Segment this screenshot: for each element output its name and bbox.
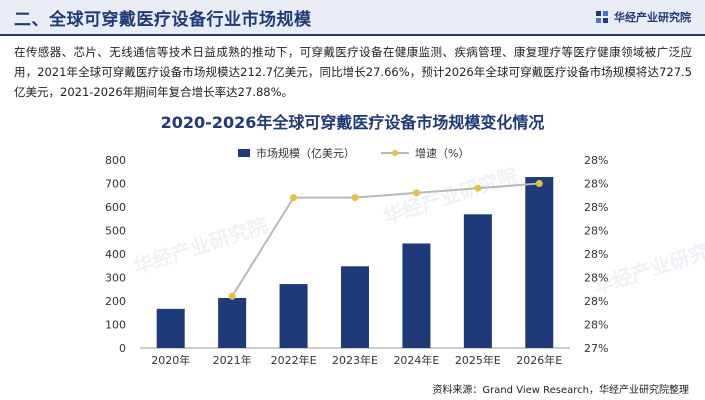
brand-logo: 华经产业研究院 bbox=[596, 9, 691, 25]
y-right-tick-label: 28% bbox=[584, 248, 608, 261]
y-left-tick-label: 700 bbox=[105, 178, 126, 191]
x-tick-label: 2020年 bbox=[151, 353, 190, 367]
intro-paragraph: 在传感器、芯片、无线通信等技术日益成熟的推动下，可穿戴医疗设备在健康监测、疾病管… bbox=[14, 45, 692, 99]
y-right-tick-label: 28% bbox=[584, 154, 608, 167]
bar-2022年E bbox=[279, 284, 308, 348]
bar-2023年E bbox=[341, 266, 369, 348]
legend-item-bar: 市场规模（亿美元） bbox=[238, 145, 355, 161]
bar-2021年 bbox=[218, 298, 247, 348]
legend-line-label: 增速（%） bbox=[415, 147, 470, 160]
y-right-tick-label: 28% bbox=[584, 272, 608, 285]
bar-2020年 bbox=[156, 308, 185, 348]
bar-2024年E bbox=[402, 243, 431, 348]
y-right-tick-label: 28% bbox=[584, 319, 608, 332]
legend-bar-swatch bbox=[238, 149, 250, 157]
x-tick-label: 2024年E bbox=[393, 353, 439, 367]
y-left-tick-label: 800 bbox=[105, 154, 126, 167]
legend-bar-label: 市场规模（亿美元） bbox=[256, 147, 355, 160]
y-left-tick-label: 200 bbox=[105, 295, 126, 308]
x-tick-label: 2025年E bbox=[455, 353, 501, 367]
chart-title: 2020-2026年全球可穿戴医疗设备市场规模变化情况 bbox=[160, 113, 545, 132]
chart-legend: 市场规模（亿美元） 增速（%） bbox=[238, 145, 469, 161]
bar-2025年E bbox=[463, 214, 492, 348]
growth-rate-point bbox=[474, 184, 482, 192]
y-left-tick-label: 400 bbox=[105, 248, 126, 261]
source-note: 资料来源：Grand View Research，华经产业研究院整理 bbox=[432, 385, 689, 396]
growth-rate-point bbox=[535, 180, 543, 187]
y-right-tick-label: 27% bbox=[584, 342, 608, 355]
y-right-tick-label: 28% bbox=[584, 201, 608, 214]
legend-line-swatch bbox=[381, 150, 409, 156]
y-left-tick-label: 100 bbox=[105, 319, 126, 332]
y-left-tick-label: 600 bbox=[105, 201, 126, 214]
y-right-tick-label: 28% bbox=[584, 295, 608, 308]
growth-rate-line bbox=[231, 182, 540, 297]
y-right-tick-label: 28% bbox=[584, 225, 608, 238]
y-right-tick-label: 28% bbox=[584, 178, 608, 191]
y-left-tick-label: 500 bbox=[105, 225, 126, 238]
growth-rate-point bbox=[351, 194, 359, 202]
y-left-tick-label: 300 bbox=[105, 272, 126, 285]
growth-rate-point bbox=[412, 189, 420, 197]
brand-grid-icon bbox=[596, 11, 608, 23]
brand-name: 华经产业研究院 bbox=[614, 11, 691, 24]
growth-rate-point bbox=[290, 194, 298, 202]
page-title: 二、全球可穿戴医疗设备行业市场规模 bbox=[14, 10, 312, 30]
x-tick-label: 2021年 bbox=[213, 353, 252, 367]
growth-rate-point bbox=[228, 292, 236, 300]
header-bar: 二、全球可穿戴医疗设备行业市场规模 华经产业研究院 bbox=[0, 0, 705, 36]
y-left-tick-label: 0 bbox=[119, 342, 126, 355]
legend-item-line: 增速（%） bbox=[381, 145, 469, 161]
x-tick-label: 2023年E bbox=[332, 353, 378, 367]
x-tick-label: 2022年E bbox=[271, 353, 317, 367]
x-tick-label: 2026年E bbox=[516, 353, 562, 367]
bar-2026年E bbox=[525, 177, 554, 348]
